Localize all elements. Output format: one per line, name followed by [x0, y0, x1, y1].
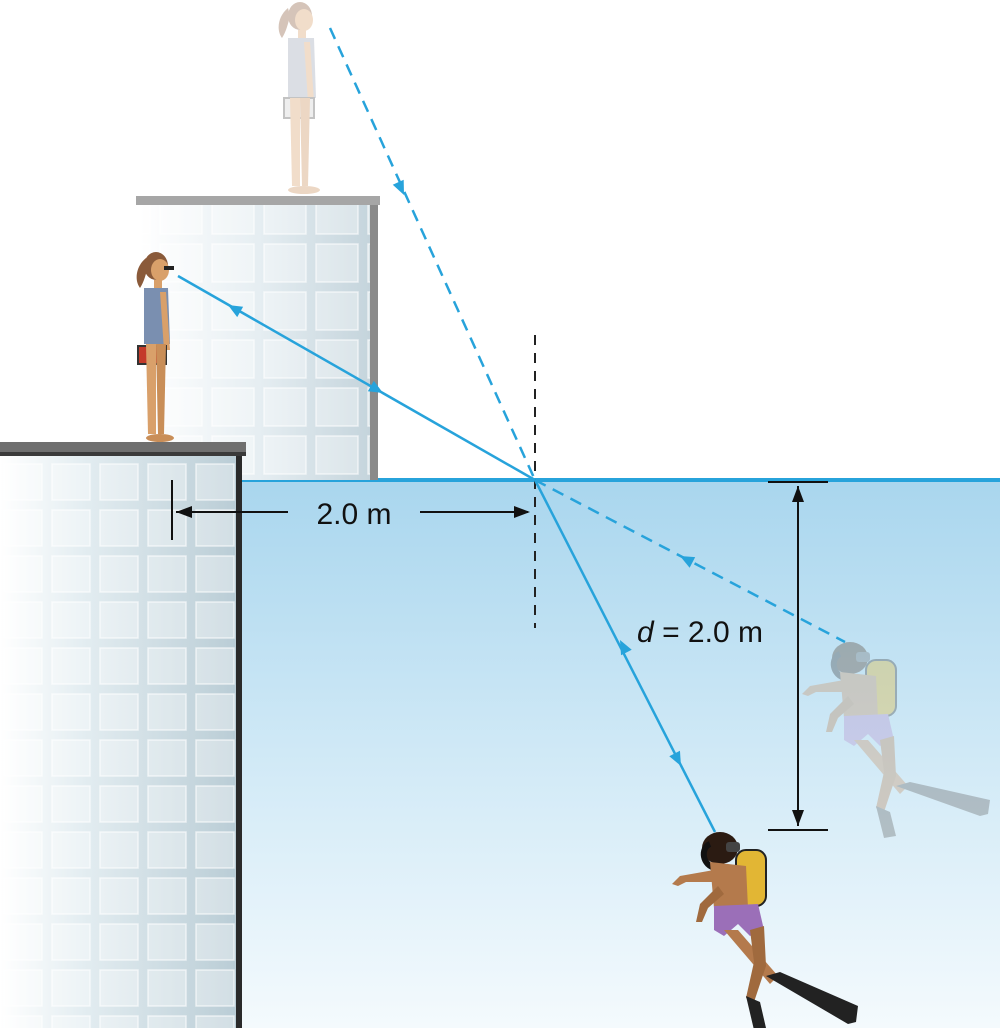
- person-virtual-image-icon: [278, 2, 320, 194]
- depth-label: d = 2.0 m: [637, 616, 763, 649]
- horizontal-distance-label: 2.0 m: [316, 498, 391, 531]
- depth-dimension: d = 2.0 m: [637, 481, 828, 831]
- depth-variable: d: [637, 616, 655, 649]
- short-building-edge: [236, 452, 242, 1028]
- ray-arrow-1: [228, 305, 244, 318]
- light-rays: [177, 27, 846, 833]
- water-body: [240, 480, 1000, 1028]
- short-building: [0, 442, 246, 1028]
- ray-arrow-4: [669, 750, 681, 766]
- depth-value: = 2.0 m: [654, 616, 763, 649]
- scuba-diver-virtual-image-icon: [802, 642, 990, 838]
- ray-arrow-3: [620, 640, 632, 656]
- tall-building-roof: [136, 196, 380, 205]
- ray-arrow-5: [392, 179, 404, 195]
- scuba-diver-icon: [672, 832, 858, 1030]
- ray-arrow-6: [680, 556, 696, 568]
- person-standing-icon: [136, 252, 174, 442]
- ray-arrow-2: [367, 380, 383, 393]
- horizontal-dimension: 2.0 m: [171, 480, 530, 540]
- ray-virtual-person: [328, 27, 537, 481]
- tall-building: [136, 196, 380, 480]
- ray-water: [533, 479, 717, 833]
- ray-virtual-diver: [534, 478, 846, 644]
